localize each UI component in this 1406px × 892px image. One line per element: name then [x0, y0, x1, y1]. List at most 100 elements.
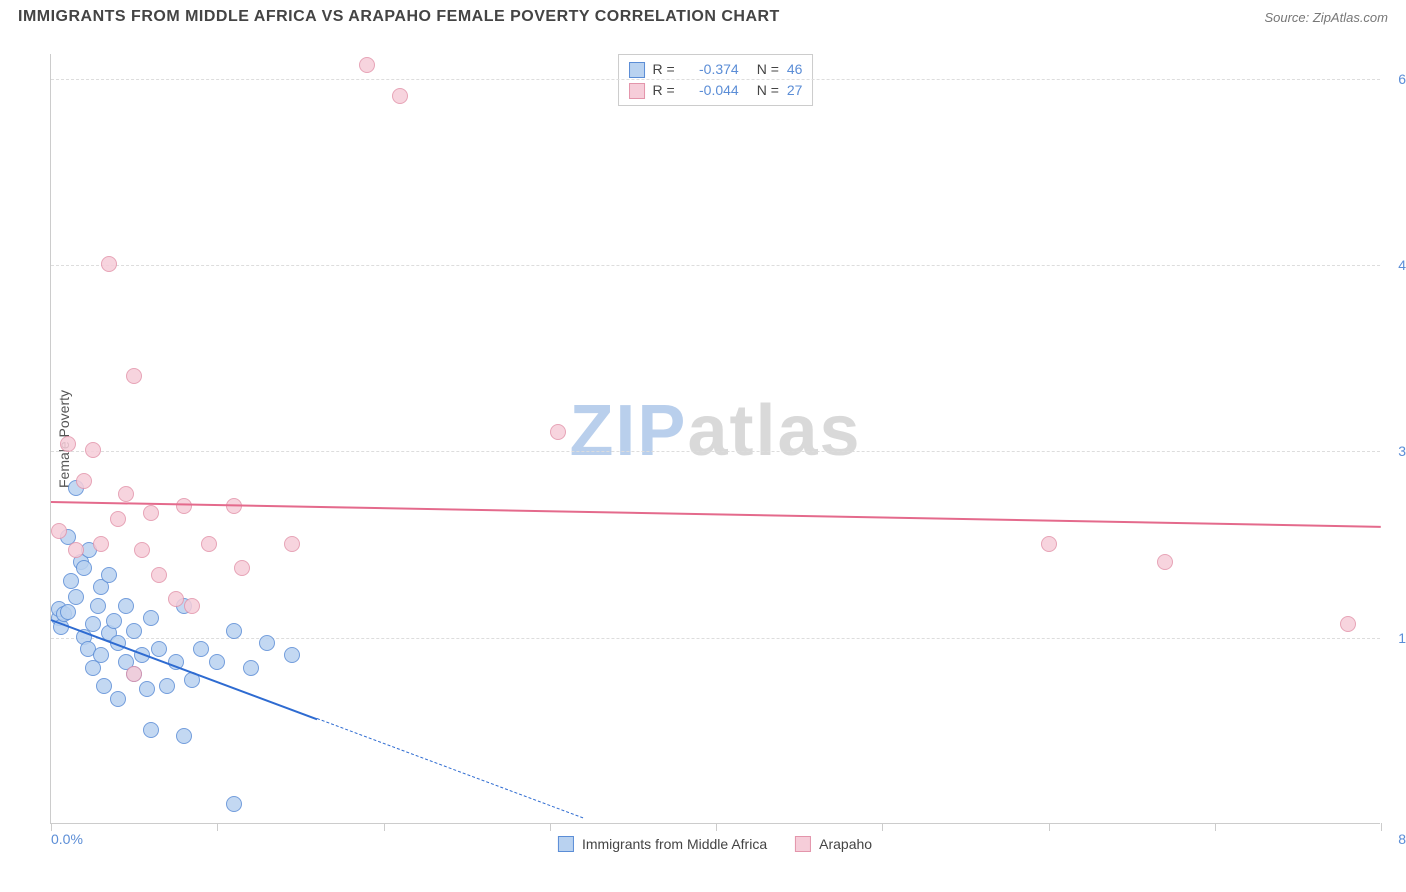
data-point — [201, 536, 217, 552]
gridline — [51, 79, 1380, 80]
x-tick-label-min: 0.0% — [51, 831, 83, 847]
n-value: 46 — [787, 59, 803, 80]
data-point — [392, 88, 408, 104]
data-point — [60, 436, 76, 452]
x-tick — [1049, 823, 1050, 831]
correlation-legend: R = -0.374 N = 46 R = -0.044 N = 27 — [618, 54, 814, 106]
n-label: N = — [757, 80, 779, 101]
chart-area: Female Poverty ZIPatlas R =-0.374N =46R … — [50, 54, 1380, 824]
trend-line — [51, 501, 1381, 528]
data-point — [90, 598, 106, 614]
series-name: Immigrants from Middle Africa — [582, 836, 767, 852]
x-tick — [51, 823, 52, 831]
watermark-bold: ZIP — [569, 390, 687, 470]
data-point — [85, 616, 101, 632]
gridline — [51, 638, 1380, 639]
data-point — [176, 498, 192, 514]
trend-line — [317, 718, 583, 818]
n-label: N = — [757, 59, 779, 80]
y-tick-label: 30.0% — [1398, 443, 1406, 459]
data-point — [110, 511, 126, 527]
data-point — [550, 424, 566, 440]
data-point — [126, 623, 142, 639]
data-point — [126, 368, 142, 384]
chart-header: IMMIGRANTS FROM MIDDLE AFRICA VS ARAPAHO… — [0, 0, 1406, 32]
watermark: ZIPatlas — [569, 389, 861, 471]
data-point — [243, 660, 259, 676]
data-point — [1340, 616, 1356, 632]
data-point — [284, 536, 300, 552]
n-value: 27 — [787, 80, 803, 101]
data-point — [193, 641, 209, 657]
gridline — [51, 451, 1380, 452]
r-label: R = — [653, 80, 675, 101]
source-name: ZipAtlas.com — [1313, 10, 1388, 25]
x-tick — [716, 823, 717, 831]
plot-region: Female Poverty ZIPatlas R =-0.374N =46R … — [50, 54, 1380, 824]
r-label: R = — [653, 59, 675, 80]
x-tick — [1215, 823, 1216, 831]
data-point — [226, 796, 242, 812]
data-point — [126, 666, 142, 682]
legend-item: Immigrants from Middle Africa — [558, 836, 767, 852]
x-tick — [550, 823, 551, 831]
series-legend: Immigrants from Middle Africa Arapaho — [558, 836, 872, 852]
data-point — [118, 486, 134, 502]
data-point — [93, 536, 109, 552]
legend-row: R = -0.374 N = 46 — [629, 59, 803, 80]
data-point — [151, 641, 167, 657]
data-point — [110, 691, 126, 707]
data-point — [143, 505, 159, 521]
x-tick — [384, 823, 385, 831]
chart-title: IMMIGRANTS FROM MIDDLE AFRICA VS ARAPAHO… — [18, 8, 780, 26]
data-point — [134, 542, 150, 558]
x-tick — [882, 823, 883, 831]
data-point — [76, 473, 92, 489]
x-tick-label-max: 80.0% — [1398, 831, 1406, 847]
legend-swatch — [795, 836, 811, 852]
data-point — [93, 647, 109, 663]
data-point — [151, 567, 167, 583]
data-point — [143, 610, 159, 626]
data-point — [209, 654, 225, 670]
data-point — [51, 523, 67, 539]
x-tick — [217, 823, 218, 831]
data-point — [184, 598, 200, 614]
legend-swatch — [629, 62, 645, 78]
r-value: -0.044 — [683, 80, 739, 101]
data-point — [76, 560, 92, 576]
data-point — [176, 728, 192, 744]
data-point — [284, 647, 300, 663]
watermark-rest: atlas — [687, 390, 861, 470]
data-point — [226, 623, 242, 639]
data-point — [60, 604, 76, 620]
data-point — [1041, 536, 1057, 552]
data-point — [96, 678, 112, 694]
data-point — [101, 256, 117, 272]
r-value: -0.374 — [683, 59, 739, 80]
data-point — [259, 635, 275, 651]
legend-swatch — [558, 836, 574, 852]
data-point — [159, 678, 175, 694]
data-point — [63, 573, 79, 589]
legend-swatch — [629, 83, 645, 99]
source-attribution: Source: ZipAtlas.com — [1264, 10, 1388, 25]
source-prefix: Source: — [1264, 10, 1312, 25]
data-point — [85, 442, 101, 458]
y-tick-label: 45.0% — [1398, 257, 1406, 273]
y-tick-label: 15.0% — [1398, 630, 1406, 646]
series-name: Arapaho — [819, 836, 872, 852]
data-point — [118, 598, 134, 614]
y-tick-label: 60.0% — [1398, 71, 1406, 87]
legend-item: Arapaho — [795, 836, 872, 852]
data-point — [101, 567, 117, 583]
data-point — [143, 722, 159, 738]
gridline — [51, 265, 1380, 266]
data-point — [139, 681, 155, 697]
legend-row: R = -0.044 N = 27 — [629, 80, 803, 101]
data-point — [359, 57, 375, 73]
x-tick — [1381, 823, 1382, 831]
data-point — [68, 589, 84, 605]
data-point — [68, 542, 84, 558]
data-point — [168, 591, 184, 607]
